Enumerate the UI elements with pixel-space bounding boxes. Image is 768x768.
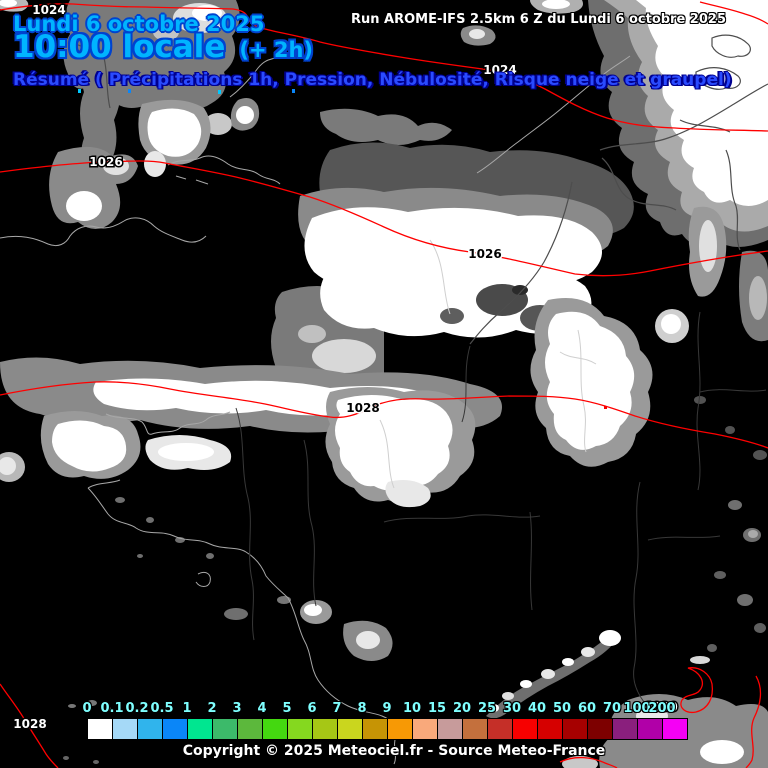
scale-swatch: [662, 718, 688, 740]
pressure-label: 1024: [32, 3, 65, 17]
scale-swatch: [187, 718, 213, 740]
scale-swatch: [537, 718, 563, 740]
scale-tick-label: 25: [477, 701, 497, 716]
scale-tick-label: 15: [427, 701, 447, 716]
pressure-label: 1024: [483, 63, 516, 77]
precipitation-scale: 0 0.1 0.2 0.5 1 2 3 4 5 6 7 8 9 10 15 20 25 30 40 50 60 70 100…: [82, 701, 689, 741]
scale-swatch: [462, 718, 488, 740]
scale-tick-label: 30: [502, 701, 522, 716]
isobar-1026: [0, 160, 768, 277]
isobar-1028-sw: [0, 683, 59, 768]
scale-tick-label: 20: [452, 701, 472, 716]
scale-swatch: [287, 718, 313, 740]
scale-tick-label: 4: [257, 701, 267, 716]
run-info-label: Run AROME-IFS 2.5km 6 Z du Lundi 6 octob…: [350, 12, 726, 27]
isobar-1024: [0, 3, 768, 132]
scale-tick-label: 6: [307, 701, 317, 716]
scale-tick-label: 5: [282, 701, 292, 716]
scale-tick-label: 70: [602, 701, 622, 716]
copyright-label: Copyright © 2025 Meteociel.fr - Source M…: [182, 743, 606, 759]
scale-tick-label: 0: [82, 701, 92, 716]
scale-tick-label: 200: [648, 701, 676, 716]
isobar-1028: [0, 381, 768, 449]
scale-swatch: [562, 718, 588, 740]
scale-swatch: [237, 718, 263, 740]
scale-tick-label: 100: [623, 701, 651, 716]
pressure-label: 1026: [468, 247, 501, 261]
scale-swatch: [362, 718, 388, 740]
scale-tick-label: 60: [577, 701, 597, 716]
pressure-label: 1030: [644, 700, 677, 714]
pressure-label: 1028: [13, 717, 46, 731]
summary-label: Résumé ( Précipitations 1h, Pression, Né…: [13, 70, 732, 90]
scale-swatch: [387, 718, 413, 740]
scale-swatch: [87, 718, 113, 740]
scale-tick-label: 0.1: [100, 701, 124, 716]
scale-swatch: [162, 718, 188, 740]
time-value: 10:00 locale: [13, 29, 226, 65]
scale-swatch: [112, 718, 138, 740]
scale-swatch: [212, 718, 238, 740]
pressure-label: 1026: [89, 155, 122, 169]
local-time-label: 10:00 locale (+ 2h): [13, 31, 313, 64]
scale-tick-label: 40: [527, 701, 547, 716]
coastline-layer: [0, 34, 768, 765]
scale-tick-label: 9: [382, 701, 392, 716]
scale-tick-label: 1: [182, 701, 192, 716]
pressure-label: 1028: [346, 401, 379, 415]
scale-tick-label: 0.2: [125, 701, 149, 716]
scale-swatch: [587, 718, 613, 740]
scale-tick-label: 10: [402, 701, 422, 716]
isobar-1030-a: [680, 667, 714, 714]
isobar-1030-b: [745, 675, 762, 768]
scale-swatch: [637, 718, 663, 740]
isobar-corner: [699, 1, 768, 25]
scale-swatch: [312, 718, 338, 740]
scale-swatch: [487, 718, 513, 740]
isobar-1030-c: [559, 756, 618, 768]
scale-tick-label: 50: [552, 701, 572, 716]
scale-tick-label: 3: [232, 701, 242, 716]
precipitation-dots: [78, 89, 607, 409]
scale-swatch: [337, 718, 363, 740]
border-layer: [235, 239, 767, 703]
scale-swatch: [262, 718, 288, 740]
scale-swatch: [437, 718, 463, 740]
scale-tick-label: 8: [357, 701, 367, 716]
scale-tick-label: 0.5: [150, 701, 174, 716]
scale-swatch: [412, 718, 438, 740]
scale-swatch: [137, 718, 163, 740]
date-label: Lundi 6 octobre 2025: [13, 12, 265, 36]
scale-tick-label: 2: [207, 701, 217, 716]
scale-swatch: [612, 718, 638, 740]
time-offset: (+ 2h): [239, 38, 314, 62]
scale-swatch: [512, 718, 538, 740]
scale-tick-label: 7: [332, 701, 342, 716]
